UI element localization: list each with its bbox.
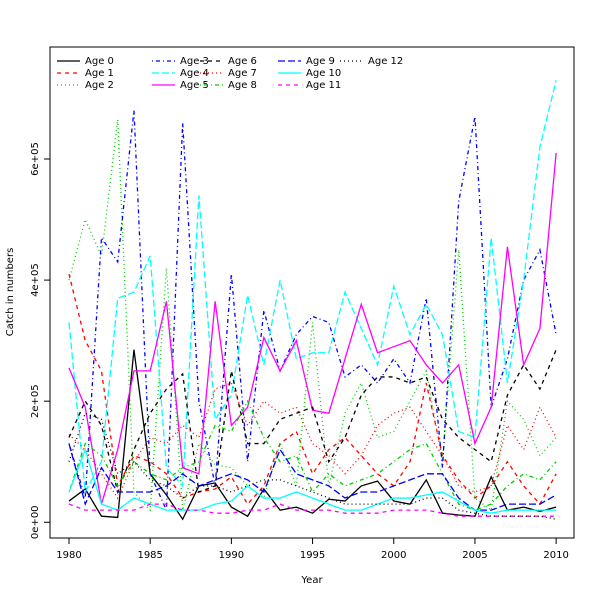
series-line (68, 110, 557, 511)
y-tick-label: 2e+05 (30, 384, 41, 418)
series-line (68, 152, 557, 505)
series-line (68, 412, 557, 520)
legend-label: Age 7 (228, 68, 257, 79)
x-tick-label: 2005 (462, 550, 487, 561)
legend-label: Age 4 (180, 68, 209, 79)
plot-frame (49, 46, 575, 539)
legend-label: Age 10 (306, 68, 341, 79)
y-tick-label: 0e+00 (30, 505, 41, 539)
legend-label: Age 6 (228, 56, 257, 67)
series-line (68, 349, 557, 495)
series-line (68, 503, 557, 517)
series-line (68, 443, 557, 511)
legend-label: Age 2 (85, 80, 114, 91)
y-axis-label: Catch in numbers (5, 248, 16, 337)
legend-label: Age 5 (180, 80, 209, 91)
x-tick-label: 1980 (56, 550, 81, 561)
legend-label: Age 12 (368, 56, 403, 67)
x-tick-label: 1985 (137, 550, 162, 561)
legend-label: Age 8 (228, 80, 257, 91)
x-tick-label: 2000 (381, 550, 406, 561)
legend-label: Age 0 (85, 56, 114, 67)
series-line (68, 80, 557, 495)
series-line (68, 119, 557, 512)
legend-label: Age 3 (180, 56, 209, 67)
series-line (68, 349, 557, 521)
legend-label: Age 1 (85, 68, 114, 79)
legend-label: Age 9 (306, 56, 335, 67)
x-tick-label: 2010 (543, 550, 568, 561)
series-line (68, 382, 557, 500)
x-tick-label: 1990 (219, 550, 244, 561)
y-tick-label: 6e+05 (30, 142, 41, 176)
x-axis-label: Year (300, 575, 323, 586)
legend-label: Age 11 (306, 80, 341, 91)
series-line (68, 273, 557, 506)
x-tick-label: 1995 (300, 550, 325, 561)
y-tick-label: 4e+05 (30, 263, 41, 297)
